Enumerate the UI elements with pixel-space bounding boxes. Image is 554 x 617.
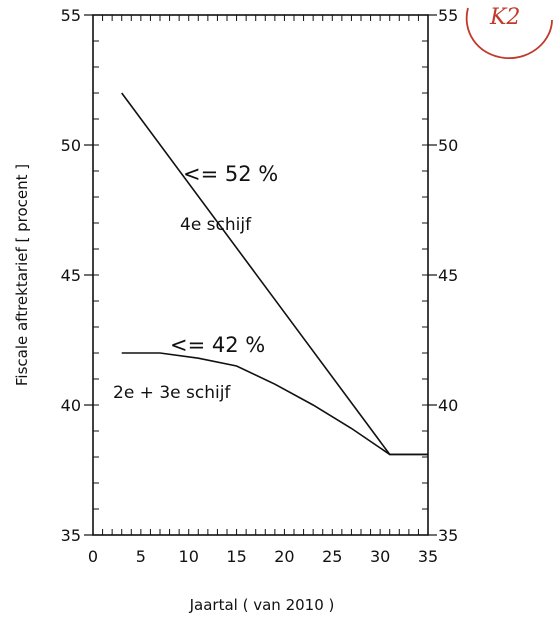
- stamp-text: K2: [489, 5, 520, 30]
- annotation-42-rate: <= 42 %: [170, 333, 265, 357]
- x-tick-label: 30: [370, 547, 390, 566]
- y-tick-label-left: 35: [61, 526, 81, 545]
- x-tick-label: 10: [179, 547, 199, 566]
- y-tick-label-right: 55: [438, 6, 458, 25]
- tick-marks: [84, 14, 437, 536]
- x-axis-label: Jaartal ( van 2010 ): [189, 596, 335, 614]
- y-tick-label-right: 40: [438, 396, 458, 415]
- y-tick-label-left: 45: [61, 266, 81, 285]
- annotation-2e-3e-schijf: 2e + 3e schijf: [113, 383, 231, 403]
- y-axis-label: Fiscale aftrektarief [ procent ]: [13, 164, 31, 386]
- y-tick-label-right: 45: [438, 266, 458, 285]
- annotation-4e-schijf: 4e schijf: [180, 215, 252, 235]
- corner-stamp: K2: [465, 5, 553, 59]
- plot-frame: [92, 14, 429, 536]
- x-tick-label: 35: [418, 547, 438, 566]
- y-tick-label-left: 50: [61, 136, 81, 155]
- series-line-42-percent: [121, 352, 428, 456]
- x-tick-label: 0: [88, 547, 98, 566]
- x-tick-label: 20: [274, 547, 294, 566]
- stamp-circle: [465, 7, 553, 59]
- x-tick-label: 25: [322, 547, 342, 566]
- x-tick-label: 5: [136, 547, 146, 566]
- y-tick-label-left: 40: [61, 396, 81, 415]
- annotation-52-rate: <= 52 %: [183, 162, 278, 186]
- y-tick-label-right: 50: [438, 136, 458, 155]
- line-annotations: <= 52 % 4e schijf <= 42 % 2e + 3e schijf: [113, 162, 278, 403]
- y-tick-label-right: 35: [438, 526, 458, 545]
- y-tick-label-left: 55: [61, 6, 81, 25]
- series-lines: [121, 92, 428, 456]
- x-tick-label: 15: [226, 547, 246, 566]
